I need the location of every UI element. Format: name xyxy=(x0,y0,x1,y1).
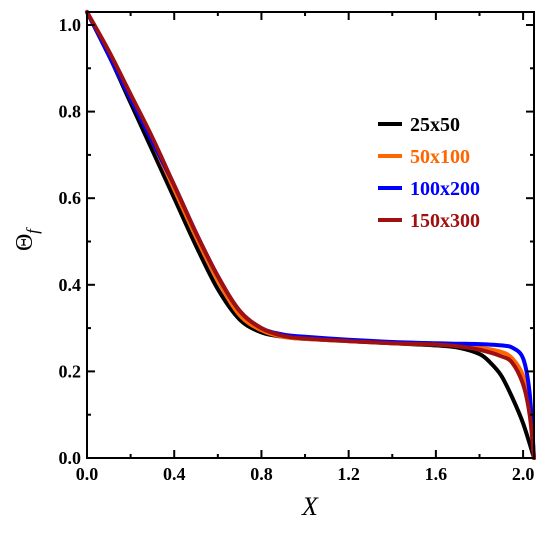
legend-label-25x50: 25x50 xyxy=(410,114,460,136)
y-tick-label: 0.4 xyxy=(59,275,82,295)
ticks-layer: 0.0 0.4 0.8 1.2 1.6 2.0 0.0 0.2 0.4 0.6 0.8 1.0 xyxy=(59,12,535,484)
y-axis-title: Θf xyxy=(12,227,42,251)
legend-label-100x200: 100x200 xyxy=(410,178,480,200)
series-line-100x200 xyxy=(85,10,536,460)
series-line-150x300 xyxy=(85,10,536,460)
legend-label-50x100: 50x100 xyxy=(410,146,470,168)
svg-text:Θf: Θf xyxy=(12,227,42,251)
y-tick-label: 0.0 xyxy=(59,448,82,468)
x-tick-label: 1.2 xyxy=(337,464,360,484)
y-tick-label: 0.6 xyxy=(59,188,82,208)
plot-frame xyxy=(86,11,535,459)
series-line-50x100 xyxy=(85,10,536,460)
legend: 25x50 50x100 100x200 150x300 xyxy=(378,114,480,232)
series-line-25x50 xyxy=(85,10,536,460)
x-axis-title: X xyxy=(301,492,319,521)
x-tick-label: 1.6 xyxy=(425,464,448,484)
y-tick-label: 1.0 xyxy=(59,15,82,35)
y-tick-label: 0.8 xyxy=(59,102,82,122)
legend-label-150x300: 150x300 xyxy=(410,210,480,232)
x-tick-label: 0.4 xyxy=(163,464,186,484)
y-axis-title-symbol: Θ xyxy=(12,234,38,251)
series-layer xyxy=(85,10,536,460)
y-tick-label: 0.2 xyxy=(59,361,82,381)
x-tick-label: 2.0 xyxy=(512,464,535,484)
x-tick-label: 0.8 xyxy=(250,464,273,484)
y-axis-title-subscript: f xyxy=(23,227,42,234)
x-tick-label: 0.0 xyxy=(76,464,99,484)
